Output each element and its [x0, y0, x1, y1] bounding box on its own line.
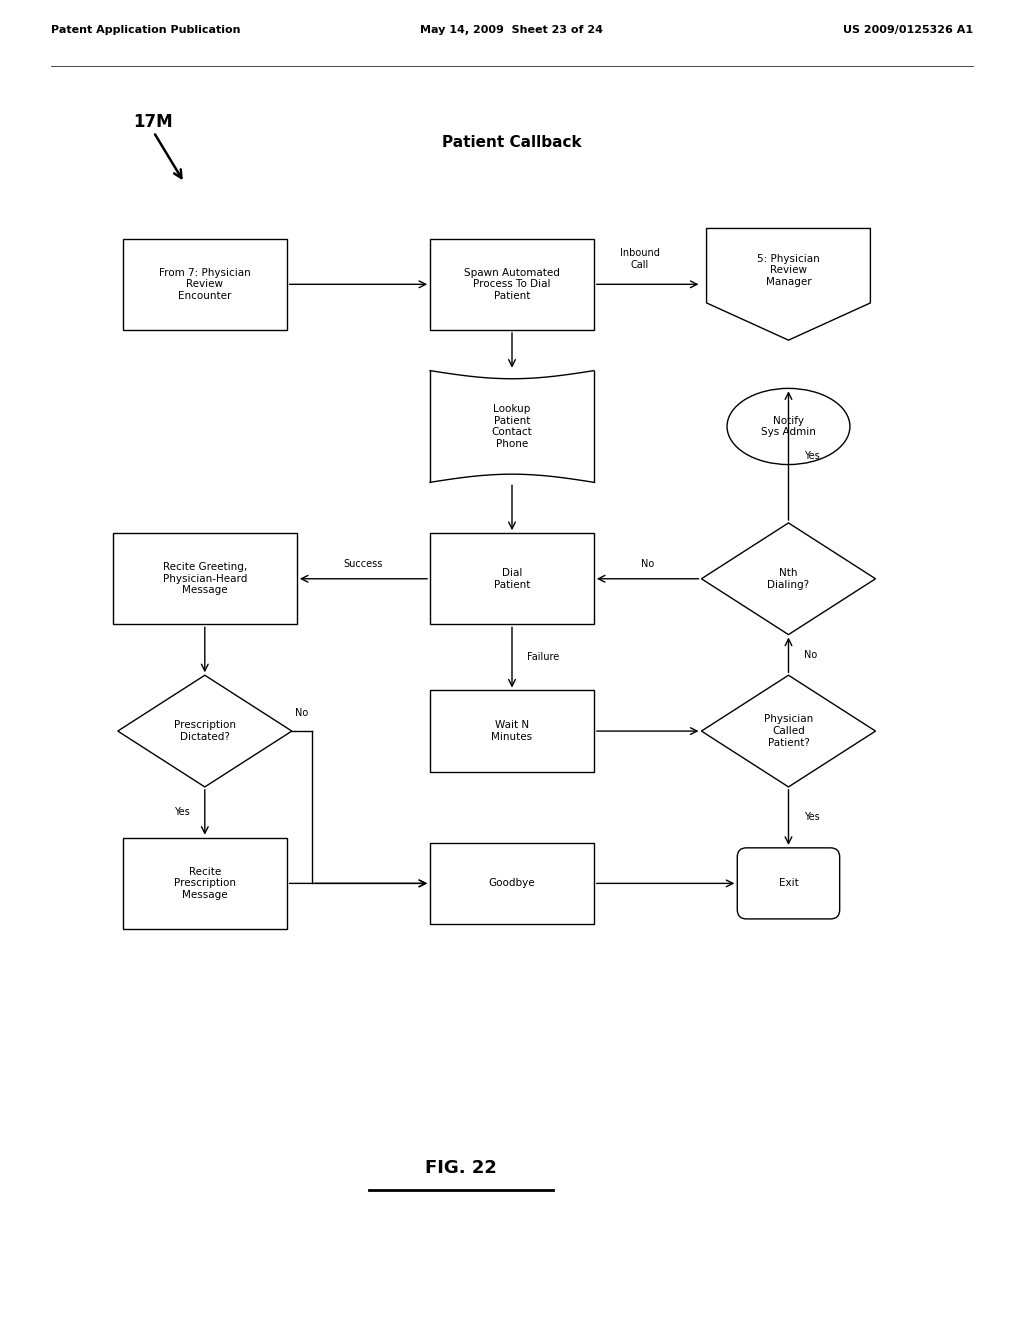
Bar [123, 239, 287, 330]
Text: Goodbye: Goodbye [488, 878, 536, 888]
Bar [430, 842, 594, 924]
Bar [430, 533, 594, 624]
Text: Yes: Yes [804, 450, 819, 461]
Text: Wait N
Minutes: Wait N Minutes [492, 721, 532, 742]
Bar [123, 838, 287, 929]
Bar [430, 690, 594, 772]
Text: Physician
Called
Patient?: Physician Called Patient? [764, 714, 813, 747]
Text: Exit: Exit [778, 878, 799, 888]
Text: Yes: Yes [804, 812, 819, 822]
Text: Success: Success [344, 558, 383, 569]
Text: US 2009/0125326 A1: US 2009/0125326 A1 [843, 25, 973, 36]
Polygon shape [701, 676, 876, 787]
Text: Inbound
Call: Inbound Call [621, 248, 659, 269]
Polygon shape [707, 228, 870, 341]
Text: Nth
Dialing?: Nth Dialing? [767, 568, 810, 590]
Text: Patient Callback: Patient Callback [442, 135, 582, 149]
Text: Prescription
Dictated?: Prescription Dictated? [174, 721, 236, 742]
Text: 5: Physician
Review
Manager: 5: Physician Review Manager [757, 253, 820, 286]
Bar [113, 533, 297, 624]
Text: Recite Greeting,
Physician-Heard
Message: Recite Greeting, Physician-Heard Message [163, 562, 247, 595]
Text: Lookup
Patient
Contact
Phone: Lookup Patient Contact Phone [492, 404, 532, 449]
Bar [430, 239, 594, 330]
Text: Spawn Automated
Process To Dial
Patient: Spawn Automated Process To Dial Patient [464, 268, 560, 301]
Polygon shape [701, 523, 876, 635]
Text: No: No [804, 649, 817, 660]
Text: No: No [641, 558, 654, 569]
Text: Failure: Failure [527, 652, 559, 663]
Text: Recite
Prescription
Message: Recite Prescription Message [174, 867, 236, 900]
Text: 17M: 17M [133, 112, 173, 131]
Text: From 7: Physician
Review
Encounter: From 7: Physician Review Encounter [159, 268, 251, 301]
Text: FIG. 22: FIG. 22 [425, 1159, 497, 1176]
FancyBboxPatch shape [737, 847, 840, 919]
Text: No: No [296, 708, 308, 718]
Polygon shape [430, 371, 594, 482]
Text: Yes: Yes [174, 808, 189, 817]
Polygon shape [118, 676, 292, 787]
Text: Patent Application Publication: Patent Application Publication [51, 25, 241, 36]
Text: Notify
Sys Admin: Notify Sys Admin [761, 416, 816, 437]
Text: May 14, 2009  Sheet 23 of 24: May 14, 2009 Sheet 23 of 24 [421, 25, 603, 36]
Text: Dial
Patient: Dial Patient [494, 568, 530, 590]
Ellipse shape [727, 388, 850, 465]
